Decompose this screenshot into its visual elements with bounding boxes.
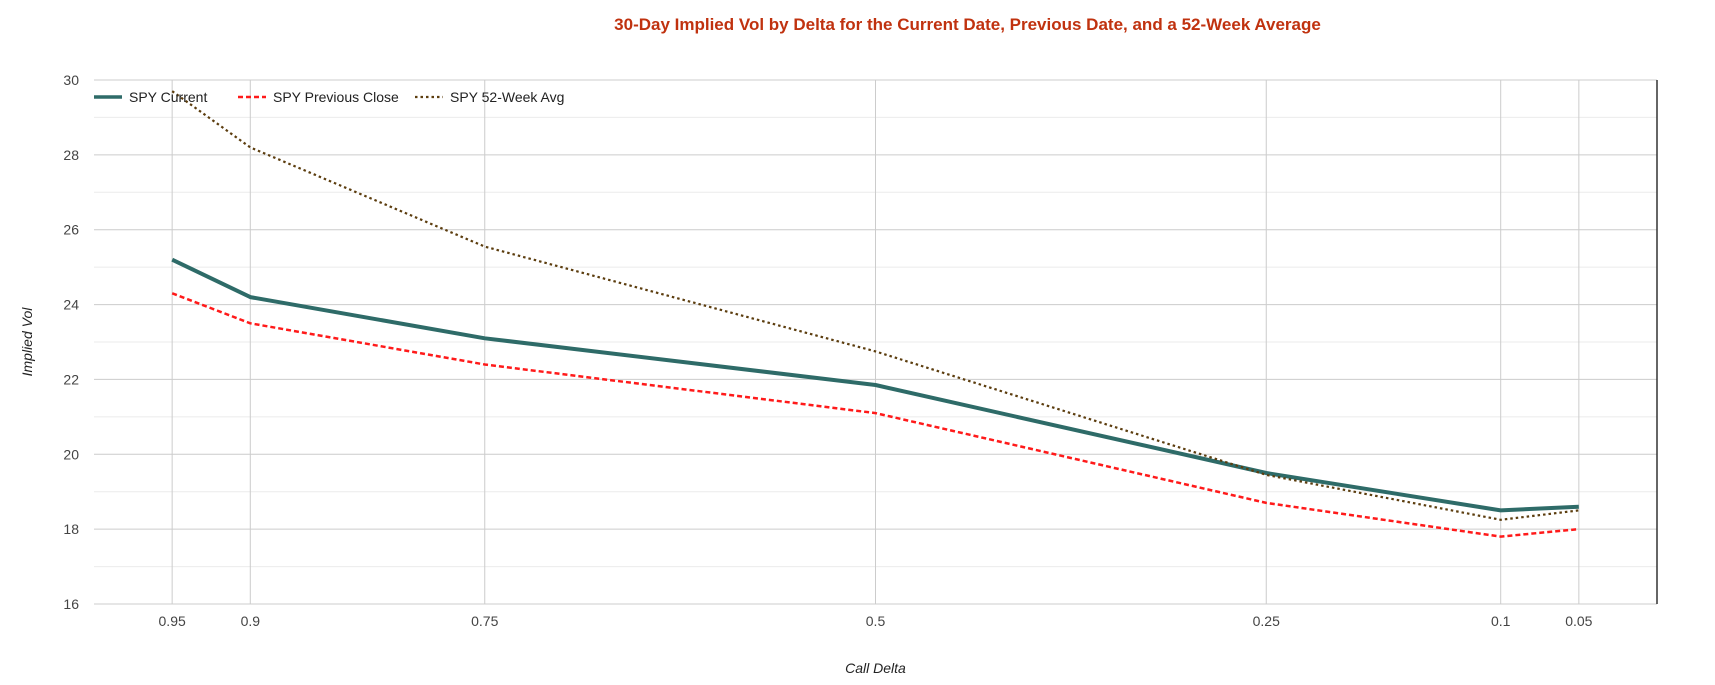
- series-line-3: [171, 90, 1579, 521]
- x-tick-label: 0.25: [1253, 613, 1280, 629]
- y-tick-label: 16: [63, 596, 79, 612]
- legend-label: SPY Current: [129, 89, 207, 105]
- chart-title: 30-Day Implied Vol by Delta for the Curr…: [614, 15, 1321, 34]
- x-tick-label: 0.1: [1491, 613, 1511, 629]
- legend-label: SPY Previous Close: [273, 89, 399, 105]
- y-tick-label: 24: [63, 297, 79, 313]
- legend: SPY Current SPY Previous Close SPY 52-Week…: [94, 89, 564, 105]
- legend-label: SPY 52-Week Avg: [450, 89, 564, 105]
- y-tick-label: 18: [63, 521, 79, 537]
- x-tick-label: 0.05: [1565, 613, 1592, 629]
- y-tick-label: 26: [63, 222, 79, 238]
- x-axis-title: Call Delta: [845, 660, 906, 676]
- y-tick-label: 22: [63, 371, 79, 387]
- y-tick-label: 20: [63, 446, 79, 462]
- y-tick-label: 28: [63, 147, 79, 163]
- series-line-1: [171, 257, 1579, 513]
- x-tick-label: 0.95: [159, 613, 186, 629]
- x-tick-label: 0.9: [241, 613, 261, 629]
- y-axis-title: Implied Vol: [19, 307, 35, 377]
- series-line-2: [171, 292, 1579, 538]
- tick-labels: 16 18 20 22 24 26 28 30 0.95 0.9 0.75 0.5 0.25 0.1 0.0…: [63, 72, 1592, 629]
- series-lines: [171, 90, 1579, 538]
- x-tick-label: 0.5: [866, 613, 886, 629]
- x-tick-label: 0.75: [471, 613, 498, 629]
- y-tick-label: 30: [63, 72, 79, 88]
